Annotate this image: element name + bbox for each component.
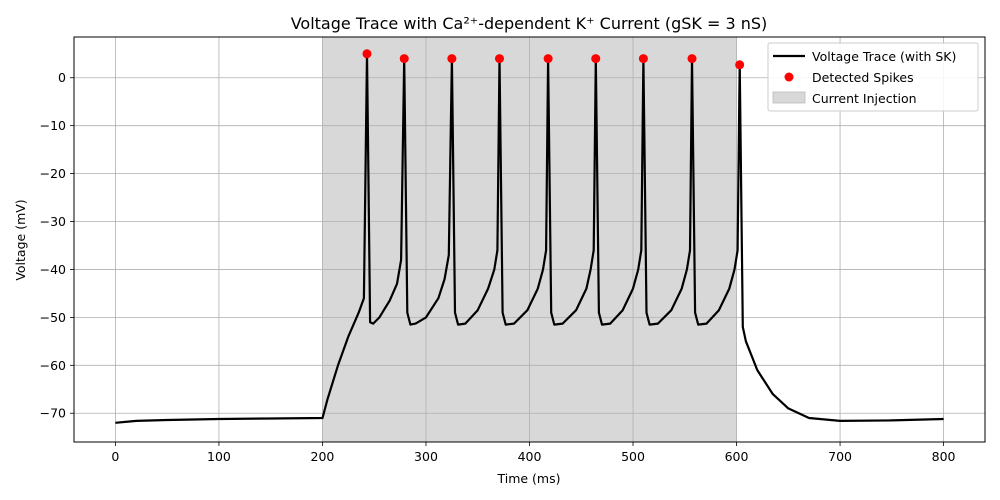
legend-entry-voltage: Voltage Trace (with SK) — [812, 49, 956, 64]
legend-entry-spikes: Detected Spikes — [812, 70, 914, 85]
spike-marker — [638, 54, 648, 64]
spike-marker — [447, 54, 457, 64]
spike-marker — [494, 54, 504, 64]
y-tick-label: −30 — [40, 214, 66, 229]
y-tick-label: 0 — [58, 70, 66, 85]
y-axis-label: Voltage (mV) — [13, 199, 28, 280]
x-tick-label: 300 — [414, 449, 438, 464]
x-tick-label: 400 — [518, 449, 542, 464]
plot-area: 0 100 200 300 400 500 600 700 800 0 −10 −20 −30 −40 −5… — [40, 36, 986, 464]
spike-marker — [687, 54, 697, 64]
x-tick-label: 800 — [932, 449, 956, 464]
legend-frame — [767, 42, 979, 112]
legend-entry-injection: Current Injection — [812, 91, 917, 106]
x-axis-label: Time (ms) — [496, 471, 560, 486]
spike-marker — [735, 60, 745, 70]
x-tick-label: 0 — [111, 449, 119, 464]
y-tick-label: −70 — [40, 406, 66, 421]
spike-marker — [543, 54, 553, 64]
x-tick-label: 600 — [725, 449, 749, 464]
x-tick-label: 100 — [207, 449, 231, 464]
chart-title: Voltage Trace with Ca²⁺-dependent K⁺ Cur… — [291, 14, 768, 33]
y-tick-label: −50 — [40, 310, 66, 325]
y-tick-label: −60 — [40, 358, 66, 373]
x-tick-label: 200 — [311, 449, 335, 464]
spike-marker — [399, 54, 409, 64]
legend-marker-swatch — [784, 72, 794, 82]
voltage-trace-line — [115, 52, 944, 424]
y-tick-label: −10 — [40, 118, 66, 133]
legend: Voltage Trace (with SK) Detected Spikes … — [767, 42, 979, 112]
y-tick-label: −40 — [40, 262, 66, 277]
legend-patch-swatch — [772, 91, 806, 104]
spike-marker — [362, 49, 372, 59]
spike-marker — [591, 54, 601, 64]
x-tick-label: 500 — [621, 449, 645, 464]
y-tick-label: −20 — [40, 166, 66, 181]
x-tick-label: 700 — [828, 449, 852, 464]
